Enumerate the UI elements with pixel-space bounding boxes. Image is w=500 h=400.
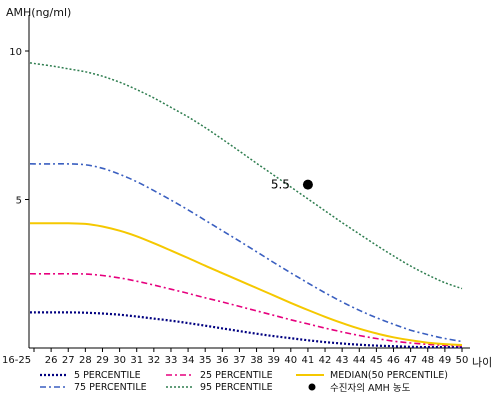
legend-item-patient: 수진자의 AMH 농도 [308, 383, 411, 394]
legend-item: 25 PERCENTILE [166, 370, 273, 381]
x-tick-label: 44 [353, 355, 366, 366]
series-line-75-percentile [29, 163, 463, 343]
x-tick-label: 37 [233, 355, 246, 366]
patient-value-label: 5.5 [271, 178, 290, 192]
x-tick-label: 42 [319, 355, 332, 366]
series-line-5-percentile [29, 311, 462, 349]
legend-item: 5 PERCENTILE [40, 370, 141, 381]
x-tick-label: 30 [113, 355, 126, 366]
y-axis: 5 10 AMH(ng/ml) [6, 6, 71, 348]
x-tick-label: 45 [370, 355, 383, 366]
x-tick-label: 36 [216, 355, 229, 366]
legend-label: MEDIAN(50 PERCENTILE) [330, 370, 448, 381]
legend-item: 95 PERCENTILE [166, 382, 273, 393]
legend-swatch-dot [308, 383, 316, 391]
x-tick-label: 43 [336, 355, 349, 366]
x-tick-label: 48 [421, 355, 434, 366]
series-layer [29, 62, 463, 349]
x-tick-label: 40 [284, 355, 297, 366]
legend-label: 75 PERCENTILE [74, 382, 147, 393]
x-tick-label: 28 [79, 355, 92, 366]
x-tick-label: 41 [302, 355, 315, 366]
x-ticks: 16-25 26 27 28 29 30 31 32 33 34 35 36 37 38 39 40 41 42 4… [2, 348, 468, 366]
legend-label: 수진자의 AMH 농도 [330, 383, 411, 394]
x-tick-label: 46 [387, 355, 400, 366]
x-axis: 16-25 26 27 28 29 30 31 32 33 34 35 36 37 38 39 40 41 42 4… [2, 347, 492, 369]
legend-item: MEDIAN(50 PERCENTILE) [296, 370, 448, 381]
x-tick-label: 38 [250, 355, 263, 366]
x-tick-label: 39 [267, 355, 280, 366]
x-tick-label: 32 [147, 355, 160, 366]
x-tick-label: 16-25 [2, 355, 31, 366]
x-tick-label: 26 [45, 355, 58, 366]
x-tick-label: 27 [62, 355, 75, 366]
x-tick-label: 35 [199, 355, 212, 366]
x-tick-label: 29 [96, 355, 109, 366]
x-tick-label: 34 [182, 355, 195, 366]
series-line-95-percentile [29, 62, 463, 290]
legend-label: 25 PERCENTILE [200, 370, 273, 381]
series-line-25-percentile [29, 272, 463, 347]
x-tick-label: 31 [130, 355, 143, 366]
x-tick-label: 50 [456, 355, 469, 366]
series-line-median-50-percentile [29, 222, 463, 346]
x-tick-label: 33 [165, 355, 178, 366]
legend-label: 95 PERCENTILE [200, 382, 273, 393]
x-axis-title: 나이 [472, 356, 492, 369]
x-tick-label: 49 [439, 355, 452, 366]
patient-layer: 5.5 [271, 178, 313, 192]
legend-item: 75 PERCENTILE [40, 382, 147, 393]
x-tick-label: 47 [404, 355, 417, 366]
y-tick-label: 10 [9, 47, 22, 58]
legend-label: 5 PERCENTILE [74, 370, 141, 381]
y-tick-label: 5 [16, 196, 22, 207]
y-axis-title: AMH(ng/ml) [6, 6, 71, 19]
y-ticks: 5 10 [9, 47, 29, 207]
patient-point [302, 179, 313, 190]
